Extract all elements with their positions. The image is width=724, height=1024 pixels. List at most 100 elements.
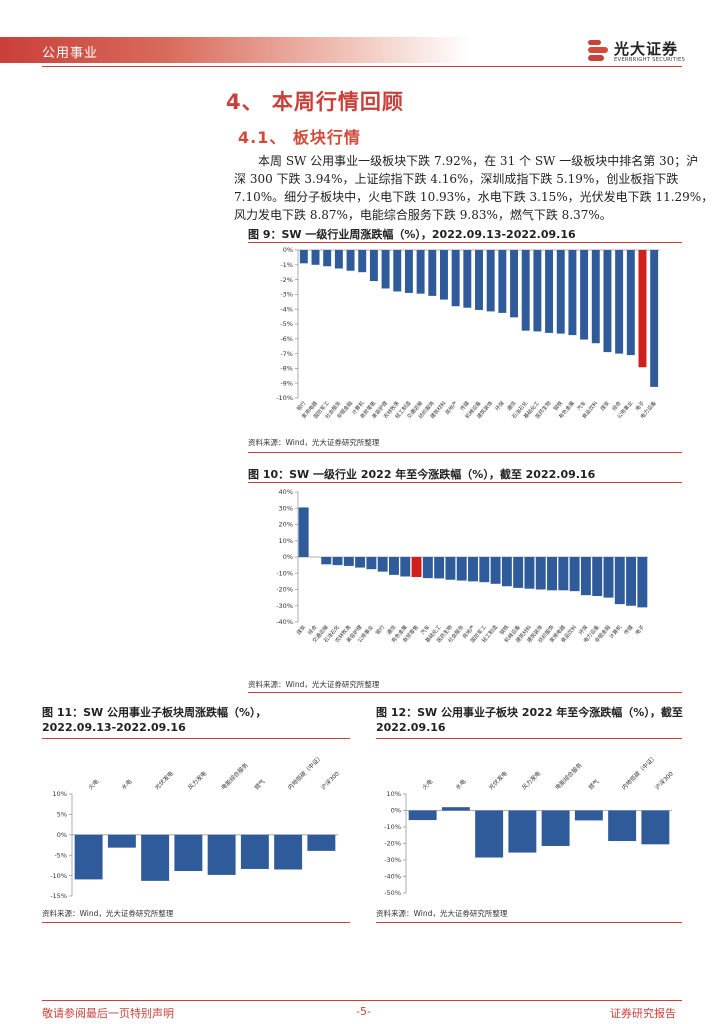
fig9-bar	[451, 250, 460, 307]
fig12-y-tick-label: -50%	[384, 889, 401, 897]
fig10-bar	[434, 557, 445, 579]
fig12-y-tick-label: 0%	[391, 807, 401, 815]
fig9-y-tick-label: 0%	[283, 246, 293, 254]
fig10-y-tick-label: 20%	[279, 521, 293, 529]
fig11-y-tick-label: -15%	[50, 892, 67, 900]
fig9-bar	[591, 250, 600, 344]
fig10-y-tick-label: -40%	[276, 618, 293, 626]
fig9-category-label: 环保	[493, 399, 506, 413]
fig11-category-label: 沪深300	[319, 770, 341, 792]
fig11-title-line1: 图 11：SW 公用事业子板块周涨跌幅（%），	[42, 706, 267, 719]
fig9-y-tick-label: -8%	[280, 365, 293, 373]
fig10-bar	[332, 557, 343, 566]
fig11-category-label: 光伏发电	[153, 769, 175, 791]
paragraph-line: 7.10%。细分子板块中，火电下跌 10.93%，水电下跌 3.15%，光伏发电…	[234, 190, 714, 204]
fig12-top-rule	[376, 738, 682, 739]
fig12-category-label: 沪深300	[653, 770, 675, 792]
fig10-category-label: 计算机	[607, 623, 624, 641]
fig10-bar	[580, 557, 591, 596]
fig12-source: 资料来源：Wind，光大证券研究所整理	[376, 909, 508, 918]
fig9-category-label: 房地产	[443, 399, 459, 416]
fig12-bar	[541, 810, 570, 846]
fig10-bar	[501, 557, 512, 587]
fig10-bar	[298, 507, 309, 557]
footer-disclaimer: 敬请参阅最后一页特别声明	[42, 1007, 174, 1020]
fig9-bar	[638, 250, 647, 368]
fig9-y-tick-label: -6%	[280, 335, 293, 343]
header-category: 公用事业	[42, 46, 99, 61]
fig9-bar	[626, 250, 635, 356]
fig9-bar	[615, 250, 624, 354]
fig9-bar	[346, 250, 355, 271]
fig12-chart: 10% 0% -10% -20% -30% -40% -50% 火电 水电 光伏发电 风力发电 电能综…	[384, 753, 675, 897]
fig10-bar	[592, 557, 603, 596]
fig10-y-tick-label: 40%	[279, 488, 293, 496]
fig11-bar	[107, 834, 136, 848]
fig11-bar	[141, 834, 170, 881]
fig12-y-tick-label: -30%	[384, 856, 401, 864]
fig11-category-label: 电能综合服务	[219, 761, 249, 791]
fig10-bar	[366, 557, 377, 570]
fig11-bar	[274, 834, 303, 870]
fig11-bar	[74, 834, 103, 880]
footer-divider	[42, 1000, 682, 1001]
fig11-bar	[307, 834, 336, 851]
fig10-y-tick-label: -30%	[276, 602, 293, 610]
fig9-y-tick-label: -4%	[280, 305, 293, 313]
fig9-bar	[323, 250, 332, 267]
body-paragraph: 本周 SW 公用事业一级板块下跌 7.92%，在 31 个 SW 一级板块中排名…	[234, 152, 714, 224]
fig9-bar	[381, 250, 390, 289]
fig11-chart: 10% 5% 0% -5% -10% -15% 火电 水电 光伏发电 风力发电 电能综合服务 燃气 内地…	[50, 753, 341, 900]
fig9-top-rule	[248, 242, 682, 243]
fig12-category-label: 燃气	[587, 777, 601, 791]
fig10-y-tick-label: -20%	[276, 586, 293, 594]
fig10-title: 图 10：SW 一级行业 2022 年至今涨跌幅（%），截至 2022.09.1…	[248, 468, 596, 481]
fig12-bar	[441, 807, 470, 811]
fig10-bar	[355, 557, 366, 568]
footer-report-type: 证券研究报告	[610, 1007, 676, 1020]
fig9-bar	[568, 250, 577, 336]
fig10-bar	[445, 557, 456, 580]
fig10-bar	[343, 557, 354, 566]
fig10-category-label: 煤炭	[294, 623, 307, 636]
header-divider	[42, 66, 682, 67]
fig9-bar	[603, 250, 612, 353]
fig11-category-label: 风力发电	[186, 769, 208, 791]
fig9-bar	[545, 250, 554, 333]
fig11-y-tick-label: -10%	[50, 872, 67, 880]
fig9-bar	[369, 250, 378, 282]
fig11-top-rule	[42, 738, 350, 739]
fig9-bar	[475, 250, 483, 310]
fig9-bar	[428, 250, 437, 296]
fig9-title: 图 9：SW 一级行业周涨跌幅（%），2022.09.13-2022.09.16	[248, 228, 576, 241]
fig10-y-tick-label: 10%	[279, 537, 293, 545]
fig12-category-label: 水电	[454, 777, 468, 791]
fig9-bar	[498, 250, 507, 313]
fig12-y-tick-label: -20%	[384, 840, 401, 848]
fig10-bar	[626, 557, 637, 606]
fig10-bar	[558, 557, 569, 591]
fig12-y-tick-label: -10%	[384, 823, 401, 831]
fig12-category-label: 电能综合服务	[553, 761, 583, 791]
fig9-bar	[439, 250, 448, 300]
fig9-bar	[463, 250, 472, 308]
fig10-bar	[547, 557, 557, 591]
fig12-title-line1: 图 12：SW 公用事业子板块 2022 年至今涨跌幅（%），截至	[376, 706, 683, 719]
fig10-bar	[513, 557, 524, 588]
header-band	[0, 37, 470, 63]
fig9-bar	[416, 250, 425, 294]
fig10-bar	[569, 557, 580, 592]
fig11-source: 资料来源：Wind，光大证券研究所整理	[42, 909, 174, 918]
fig9-source: 资料来源：Wind，光大证券研究所整理	[248, 438, 380, 447]
logo-icon	[586, 39, 610, 67]
fig9-bar	[393, 250, 402, 292]
fig10-bar	[389, 557, 399, 575]
fig9-bar	[521, 250, 530, 331]
fig12-bar	[508, 810, 537, 853]
fig11-y-tick-label: 5%	[57, 811, 67, 819]
fig10-bar	[411, 557, 422, 577]
fig9-y-tick-label: -5%	[280, 320, 293, 328]
fig9-bar	[358, 250, 367, 273]
fig12-category-label: 火电	[420, 777, 434, 791]
subsection-title: 4.1、 板块行情	[238, 128, 361, 147]
